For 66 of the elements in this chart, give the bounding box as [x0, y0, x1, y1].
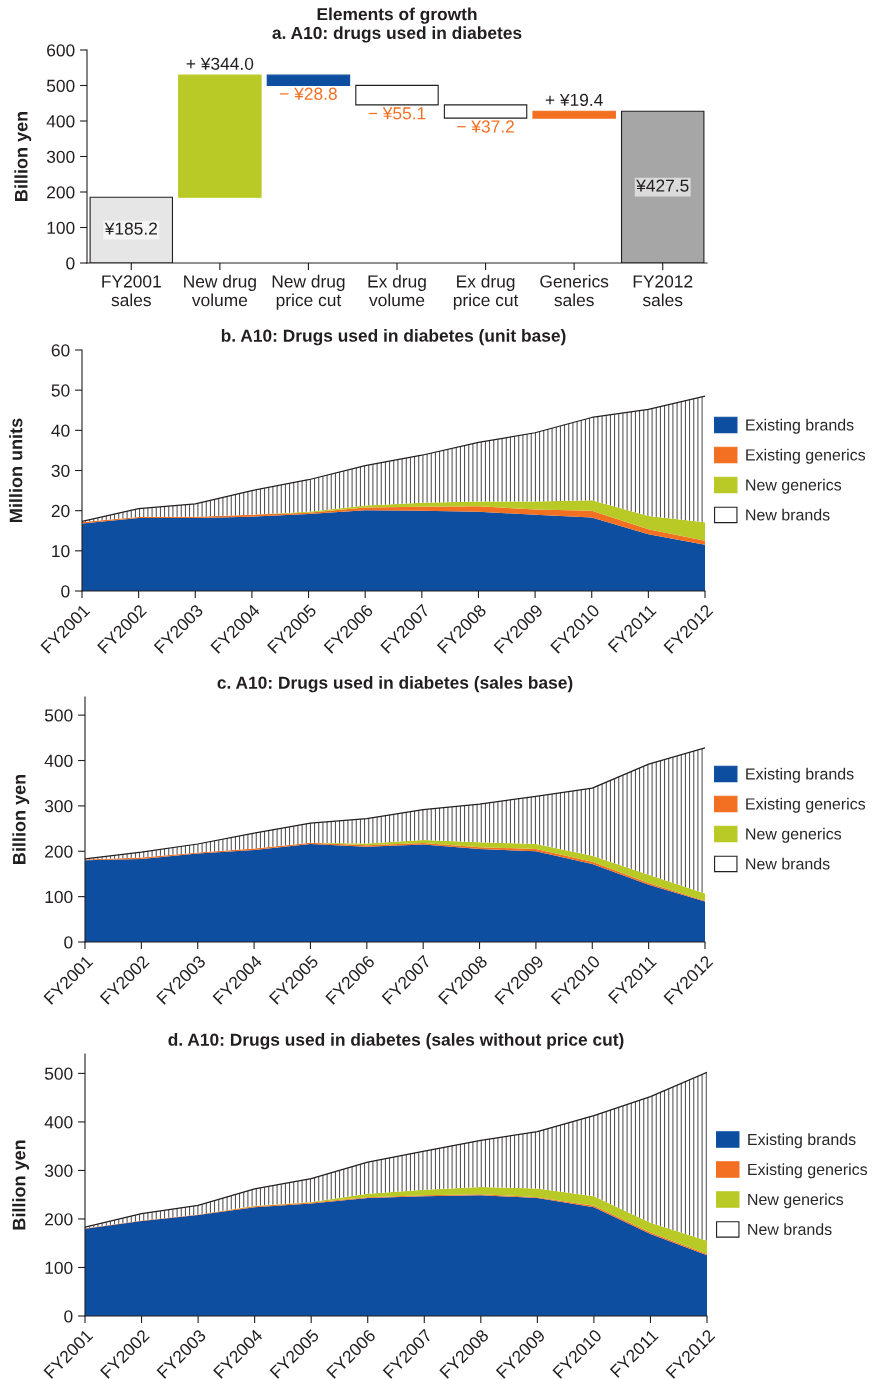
y-tick-label: 100	[47, 221, 75, 234]
bar	[532, 110, 616, 119]
legend-label: New generics	[746, 478, 842, 494]
chart-title: Elements of growth	[317, 7, 477, 24]
legend-label: Existing generics	[746, 448, 866, 464]
data-label: ¥427.5	[636, 179, 689, 192]
data-label: − ¥37.2	[457, 120, 514, 133]
bar	[355, 84, 439, 106]
y-tick-label: 100	[45, 890, 73, 904]
legend-label: New generics	[748, 1193, 844, 1209]
y-tick-label: 30	[51, 464, 70, 477]
y-tick-label: 0	[66, 257, 75, 270]
legend-label: Existing brands	[746, 767, 854, 783]
x-tick-label: Generics sales	[540, 274, 609, 307]
y-tick-label: 200	[45, 1213, 73, 1226]
y-tick-label: 0	[61, 585, 70, 598]
bar	[443, 104, 528, 119]
chart-subtitle: a. A10: drugs used in diabetes	[272, 26, 522, 43]
bar	[178, 74, 262, 198]
legend-label: New brands	[748, 1223, 832, 1236]
legend-label: Existing generics	[746, 797, 866, 813]
x-tick-label: New drug price cut	[272, 274, 345, 310]
x-tick-label: Ex drug price cut	[453, 274, 519, 310]
legend-label: New brands	[746, 857, 830, 870]
y-tick-label: 300	[44, 1164, 73, 1177]
data-label: + ¥19.4	[545, 93, 603, 107]
chart-title: c. A10: Drugs used in diabetes (sales base)	[217, 676, 573, 693]
y-tick-label: 400	[44, 1116, 73, 1129]
y-tick-label: 0	[64, 1310, 73, 1323]
y-tick-label: 500	[44, 709, 73, 722]
y-axis-title: Billion yen	[12, 774, 30, 864]
data-label: + ¥344.0	[186, 57, 254, 70]
data-label: − ¥55.1	[368, 107, 426, 120]
chart-title: d. A10: Drugs used in diabetes (sales without price cut)	[168, 1033, 624, 1050]
y-tick-label: 40	[51, 424, 70, 437]
y-tick-label: 200	[45, 845, 73, 858]
chart-title: b. A10: Drugs used in diabetes (unit base)	[221, 329, 566, 346]
y-tick-label: 500	[44, 1067, 73, 1080]
y-tick-label: 20	[51, 504, 70, 518]
x-tick-label: FY2001 sales	[102, 275, 161, 307]
y-tick-label: 300	[44, 800, 73, 813]
y-tick-label: 10	[52, 545, 70, 558]
legend-label: Existing brands	[748, 1133, 856, 1149]
legend-label: Existing generics	[748, 1163, 868, 1179]
y-tick-label: 400	[44, 754, 73, 767]
y-tick-label: 300	[46, 150, 75, 163]
y-tick-label: 0	[64, 936, 73, 949]
y-tick-label: 400	[46, 115, 75, 128]
bar	[266, 74, 351, 86]
y-tick-label: 50	[51, 384, 70, 397]
data-label: − ¥28.8	[280, 87, 337, 100]
y-tick-label: 500	[46, 79, 75, 92]
data-label: ¥185.2	[104, 222, 157, 235]
y-axis-title: Billion yen	[14, 111, 32, 201]
legend-label: New brands	[746, 508, 830, 521]
y-axis-title: Billion yen	[12, 1140, 30, 1230]
y-axis-title: Million units	[9, 418, 23, 522]
legend-label: New generics	[746, 827, 842, 843]
y-tick-label: 100	[45, 1261, 73, 1274]
legend-label: Existing brands	[746, 418, 854, 434]
x-tick-label: New drug volume	[184, 274, 256, 307]
y-tick-label: 60	[51, 344, 70, 357]
x-tick-label: Ex drug volume	[368, 274, 426, 307]
y-tick-label: 200	[47, 186, 75, 199]
x-tick-label: FY2012 sales	[633, 275, 693, 307]
y-tick-label: 600	[47, 44, 75, 57]
